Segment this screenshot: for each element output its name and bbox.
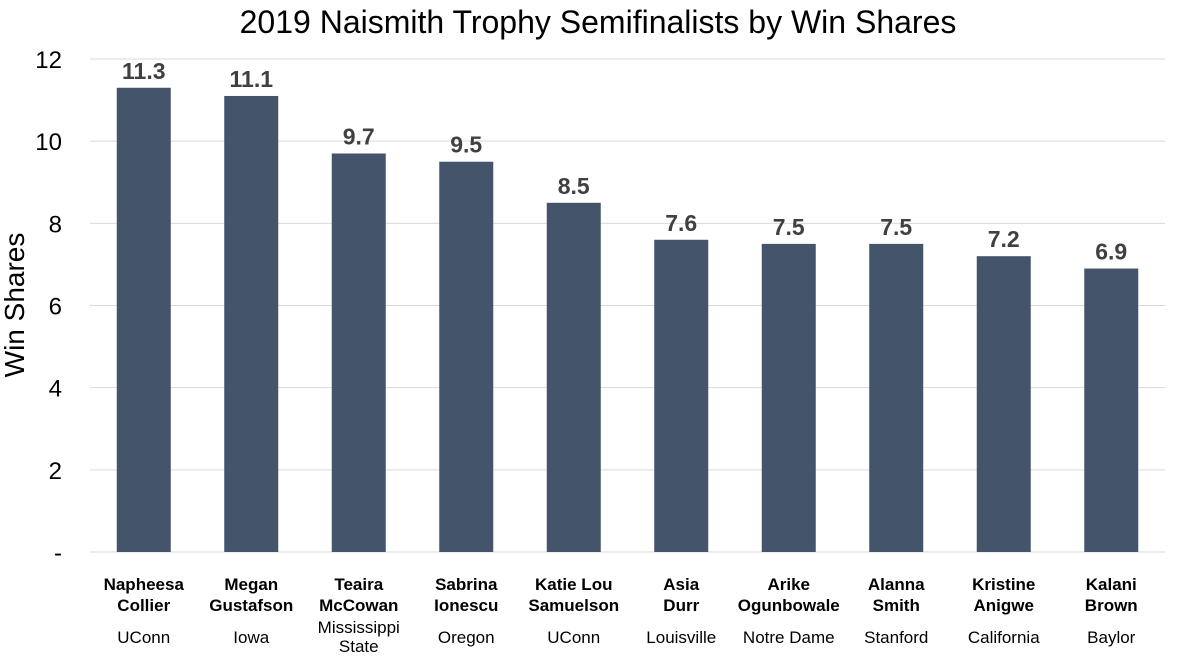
y-tick-label: 6 [49, 294, 62, 321]
bar [331, 153, 386, 552]
y-tick-label: - [54, 540, 62, 567]
bar [869, 243, 924, 552]
school-label: California [968, 628, 1040, 647]
school-label: Notre Dame [743, 628, 835, 647]
player-name-label: Asia Durr [663, 575, 699, 615]
player-name-label: Megan Gustafson [209, 575, 293, 615]
chart-title: 2019 Naismith Trophy Semifinalists by Wi… [240, 4, 957, 40]
player-name-label: Alanna Smith [868, 575, 925, 615]
y-tick-label: 4 [49, 376, 62, 403]
player-name-label: Napheesa Collier [104, 575, 185, 615]
player-name-label: Arike Ogunbowale [738, 575, 840, 615]
bar [546, 202, 601, 552]
data-label: 7.2 [988, 226, 1020, 252]
y-tick-label: 12 [35, 47, 62, 74]
data-label: 11.1 [230, 66, 274, 92]
data-label: 6.9 [1095, 239, 1127, 265]
data-label: 7.6 [665, 210, 697, 236]
player-name-label: Kristine Anigwe [972, 575, 1035, 615]
school-label: Louisville [646, 628, 716, 647]
bar [654, 239, 709, 552]
data-label: 7.5 [880, 214, 912, 240]
data-label: 7.5 [773, 214, 805, 240]
bars [116, 87, 1139, 553]
school-label: Iowa [233, 628, 269, 647]
y-tick-label: 10 [35, 129, 62, 156]
y-axis-ticks: - 2 4 6 8 10 12 [35, 47, 62, 567]
player-name-label: Kalani Brown [1085, 575, 1138, 615]
bar [1084, 268, 1139, 552]
school-label: UConn [117, 628, 170, 647]
school-label: Oregon [438, 628, 495, 647]
data-label: 9.5 [450, 132, 482, 158]
data-label: 11.3 [122, 58, 166, 84]
y-tick-label: 2 [49, 458, 62, 485]
school-label: UConn [547, 628, 600, 647]
y-axis-label: Win Shares [0, 233, 30, 378]
bar [224, 95, 279, 552]
data-label: 8.5 [558, 173, 590, 199]
data-label: 9.7 [343, 123, 375, 149]
player-name-label: Teaira McCowan [319, 575, 398, 615]
player-name-label: Katie Lou Samuelson [528, 575, 619, 615]
bar [116, 87, 171, 552]
bar [976, 256, 1031, 552]
school-label: Mississippi State [318, 618, 400, 656]
x-axis-labels: Napheesa Collier UConn Megan Gustafson Iowa Te… [104, 575, 1138, 656]
y-tick-label: 8 [49, 211, 62, 238]
data-labels: 11.3 11.1 9.7 9.5 8.5 7.6 7.5 7.5 7.2 6.9 [122, 58, 1127, 265]
bar [761, 243, 816, 552]
school-label: Baylor [1087, 628, 1136, 647]
school-label: Stanford [864, 628, 928, 647]
bar [439, 161, 494, 553]
player-name-label: Sabrina Ionescu [434, 575, 498, 615]
